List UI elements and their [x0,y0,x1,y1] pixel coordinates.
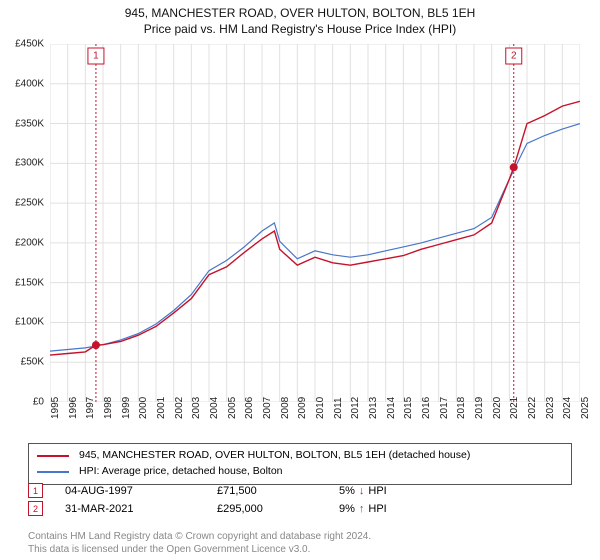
event-row: 1 04-AUG-1997 £71,500 5%↓HPI [28,483,572,498]
event-hpi: 9%↑HPI [339,503,387,515]
y-tick-label: £100K [15,317,44,328]
x-tick-label: 2009 [297,397,308,419]
credit-line1: Contains HM Land Registry data © Crown c… [28,531,572,544]
y-tick-label: £300K [15,158,44,169]
y-tick-label: £150K [15,277,44,288]
x-tick-label: 2004 [209,397,220,419]
x-tick-label: 2017 [439,397,450,419]
y-tick-label: £50K [21,357,44,368]
legend-item: HPI: Average price, detached house, Bolt… [37,464,563,480]
legend-label: 945, MANCHESTER ROAD, OVER HULTON, BOLTO… [79,448,470,464]
x-tick-label: 2005 [227,397,238,419]
x-tick-label: 1996 [68,397,79,419]
x-tick-label: 2023 [545,397,556,419]
x-tick-label: 2007 [262,397,273,419]
y-tick-label: £400K [15,78,44,89]
event-table: 1 04-AUG-1997 £71,500 5%↓HPI 2 31-MAR-2021 £29… [28,483,572,519]
x-tick-label: 2010 [315,397,326,419]
event-price: £71,500 [217,485,317,497]
x-tick-label: 2022 [527,397,538,419]
event-badge: 1 [28,483,43,498]
event-row: 2 31-MAR-2021 £295,000 9%↑HPI [28,501,572,516]
y-tick-label: £250K [15,198,44,209]
x-tick-label: 1995 [50,397,61,419]
event-date: 04-AUG-1997 [65,485,195,497]
x-tick-label: 2020 [492,397,503,419]
x-tick-label: 2013 [368,397,379,419]
arrow-down-icon: ↓ [359,485,365,497]
x-tick-label: 2001 [156,397,167,419]
x-tick-label: 2019 [474,397,485,419]
x-tick-label: 2012 [350,397,361,419]
x-tick-label: 1998 [103,397,114,419]
legend: 945, MANCHESTER ROAD, OVER HULTON, BOLTO… [28,443,572,485]
chart-svg: 12 [50,44,580,402]
x-tick-label: 1999 [121,397,132,419]
event-date: 31-MAR-2021 [65,503,195,515]
legend-swatch [37,471,69,473]
y-tick-label: £200K [15,237,44,248]
x-tick-label: 2006 [244,397,255,419]
x-tick-label: 2000 [138,397,149,419]
event-price: £295,000 [217,503,317,515]
x-tick-label: 2011 [333,397,344,419]
x-tick-label: 2015 [403,397,414,419]
y-tick-label: £350K [15,118,44,129]
chart-title-line2: Price paid vs. HM Land Registry's House … [0,22,600,38]
credit-line2: This data is licensed under the Open Gov… [28,544,572,557]
x-axis: 1995199619971998199920002001200220032004… [50,402,580,442]
arrow-up-icon: ↑ [359,503,365,515]
x-tick-label: 2016 [421,397,432,419]
svg-text:1: 1 [93,51,99,62]
x-tick-label: 2025 [580,397,591,419]
y-tick-label: £0 [33,397,44,408]
event-hpi: 5%↓HPI [339,485,387,497]
chart-title-line1: 945, MANCHESTER ROAD, OVER HULTON, BOLTO… [0,6,600,22]
x-tick-label: 2024 [562,397,573,419]
credit-text: Contains HM Land Registry data © Crown c… [28,531,572,556]
x-tick-label: 2021 [509,397,520,419]
legend-item: 945, MANCHESTER ROAD, OVER HULTON, BOLTO… [37,448,563,464]
x-tick-label: 1997 [85,397,96,419]
x-tick-label: 2003 [191,397,202,419]
svg-text:2: 2 [511,51,517,62]
x-tick-label: 2008 [280,397,291,419]
y-axis: £0£50K£100K£150K£200K£250K£300K£350K£400… [0,44,50,402]
legend-swatch [37,455,69,457]
plot-area: 12 [50,44,580,402]
legend-label: HPI: Average price, detached house, Bolt… [79,464,283,480]
y-tick-label: £450K [15,39,44,50]
event-badge: 2 [28,501,43,516]
x-tick-label: 2002 [174,397,185,419]
x-tick-label: 2014 [386,397,397,419]
x-tick-label: 2018 [456,397,467,419]
